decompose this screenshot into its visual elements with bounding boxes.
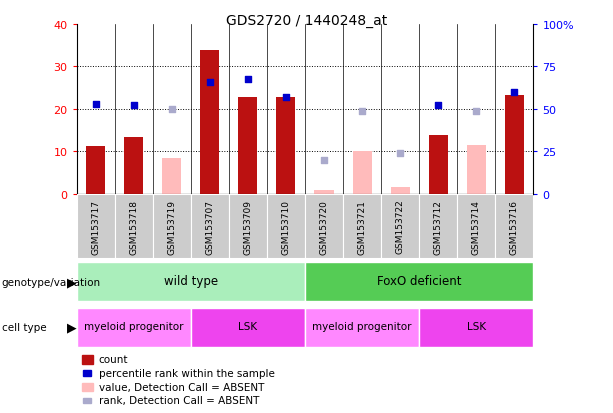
Text: GSM153717: GSM153717 xyxy=(91,199,100,254)
Bar xyxy=(200,51,219,194)
Text: GSM153714: GSM153714 xyxy=(472,199,481,254)
Text: ▶: ▶ xyxy=(67,321,77,334)
Text: cell type: cell type xyxy=(2,322,47,332)
Bar xyxy=(238,97,257,194)
Bar xyxy=(457,194,495,258)
Bar xyxy=(124,138,143,194)
Bar xyxy=(343,194,381,258)
Point xyxy=(167,106,177,113)
Bar xyxy=(276,97,295,194)
Text: GSM153721: GSM153721 xyxy=(357,199,367,254)
Point xyxy=(319,157,329,164)
Text: GSM153720: GSM153720 xyxy=(319,199,329,254)
Text: LSK: LSK xyxy=(466,321,485,331)
Bar xyxy=(191,308,305,347)
Point xyxy=(281,94,291,101)
Point xyxy=(509,89,519,96)
Text: myeloid progenitor: myeloid progenitor xyxy=(84,321,183,331)
Point xyxy=(129,103,139,109)
Text: count: count xyxy=(99,354,128,364)
Bar xyxy=(77,194,115,258)
Point xyxy=(471,108,481,115)
Bar xyxy=(390,188,409,194)
Text: myeloid progenitor: myeloid progenitor xyxy=(312,321,412,331)
Bar xyxy=(314,191,333,194)
Bar xyxy=(419,308,533,347)
Text: LSK: LSK xyxy=(238,321,257,331)
Text: percentile rank within the sample: percentile rank within the sample xyxy=(99,368,275,378)
Bar xyxy=(77,308,191,347)
Point xyxy=(433,103,443,109)
Point xyxy=(395,151,405,157)
Text: value, Detection Call = ABSENT: value, Detection Call = ABSENT xyxy=(99,382,264,392)
Point xyxy=(243,76,253,83)
Text: GSM153722: GSM153722 xyxy=(395,199,405,254)
Bar xyxy=(466,145,485,194)
Text: GSM153709: GSM153709 xyxy=(243,199,253,254)
Bar xyxy=(352,151,371,194)
Bar xyxy=(162,158,181,194)
Point xyxy=(357,108,367,115)
Point xyxy=(91,102,101,109)
Bar xyxy=(504,96,524,194)
Text: GSM153716: GSM153716 xyxy=(510,199,519,254)
Bar xyxy=(153,194,191,258)
Text: GSM153710: GSM153710 xyxy=(281,199,291,254)
Text: FoxO deficient: FoxO deficient xyxy=(377,275,462,287)
Text: GSM153719: GSM153719 xyxy=(167,199,177,254)
Bar xyxy=(428,136,447,194)
Bar xyxy=(267,194,305,258)
Bar xyxy=(305,194,343,258)
Bar xyxy=(86,147,105,194)
Bar xyxy=(229,194,267,258)
Text: GSM153707: GSM153707 xyxy=(205,199,215,254)
Bar xyxy=(381,194,419,258)
Text: ▶: ▶ xyxy=(67,275,77,288)
Bar xyxy=(305,308,419,347)
Text: wild type: wild type xyxy=(164,275,218,287)
Text: GSM153718: GSM153718 xyxy=(129,199,138,254)
Bar xyxy=(419,194,457,258)
Point xyxy=(205,80,215,86)
Bar xyxy=(191,194,229,258)
Bar xyxy=(77,262,305,301)
Bar xyxy=(305,262,533,301)
Text: GDS2720 / 1440248_at: GDS2720 / 1440248_at xyxy=(226,14,387,28)
Text: rank, Detection Call = ABSENT: rank, Detection Call = ABSENT xyxy=(99,395,259,405)
Bar xyxy=(495,194,533,258)
Bar xyxy=(115,194,153,258)
Text: genotype/variation: genotype/variation xyxy=(2,277,101,287)
Text: GSM153712: GSM153712 xyxy=(433,199,443,254)
